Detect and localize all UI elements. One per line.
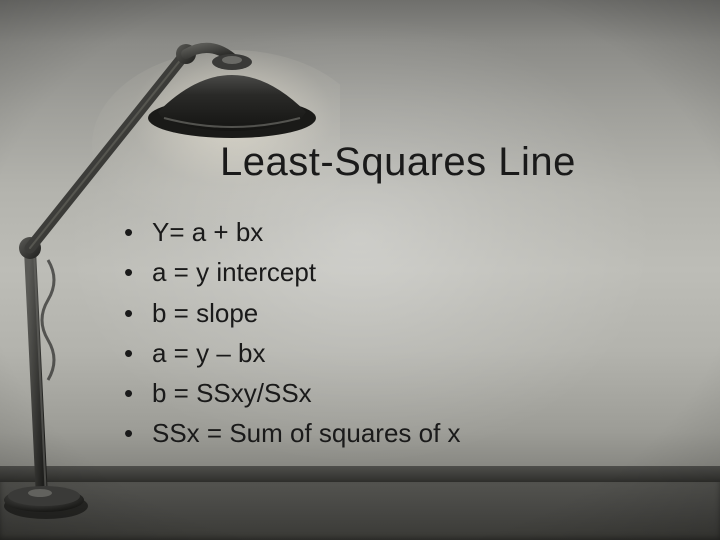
bullet-list: Y= a + bx a = y intercept b = slope a = … — [130, 212, 461, 454]
slide-title: Least-Squares Line — [220, 140, 576, 185]
list-item: a = y – bx — [130, 333, 461, 373]
floor — [0, 480, 720, 540]
list-item: b = SSxy/SSx — [130, 373, 461, 413]
list-item: SSx = Sum of squares of x — [130, 413, 461, 453]
list-item: b = slope — [130, 293, 461, 333]
list-item: a = y intercept — [130, 252, 461, 292]
baseboard — [0, 466, 720, 482]
list-item: Y= a + bx — [130, 212, 461, 252]
